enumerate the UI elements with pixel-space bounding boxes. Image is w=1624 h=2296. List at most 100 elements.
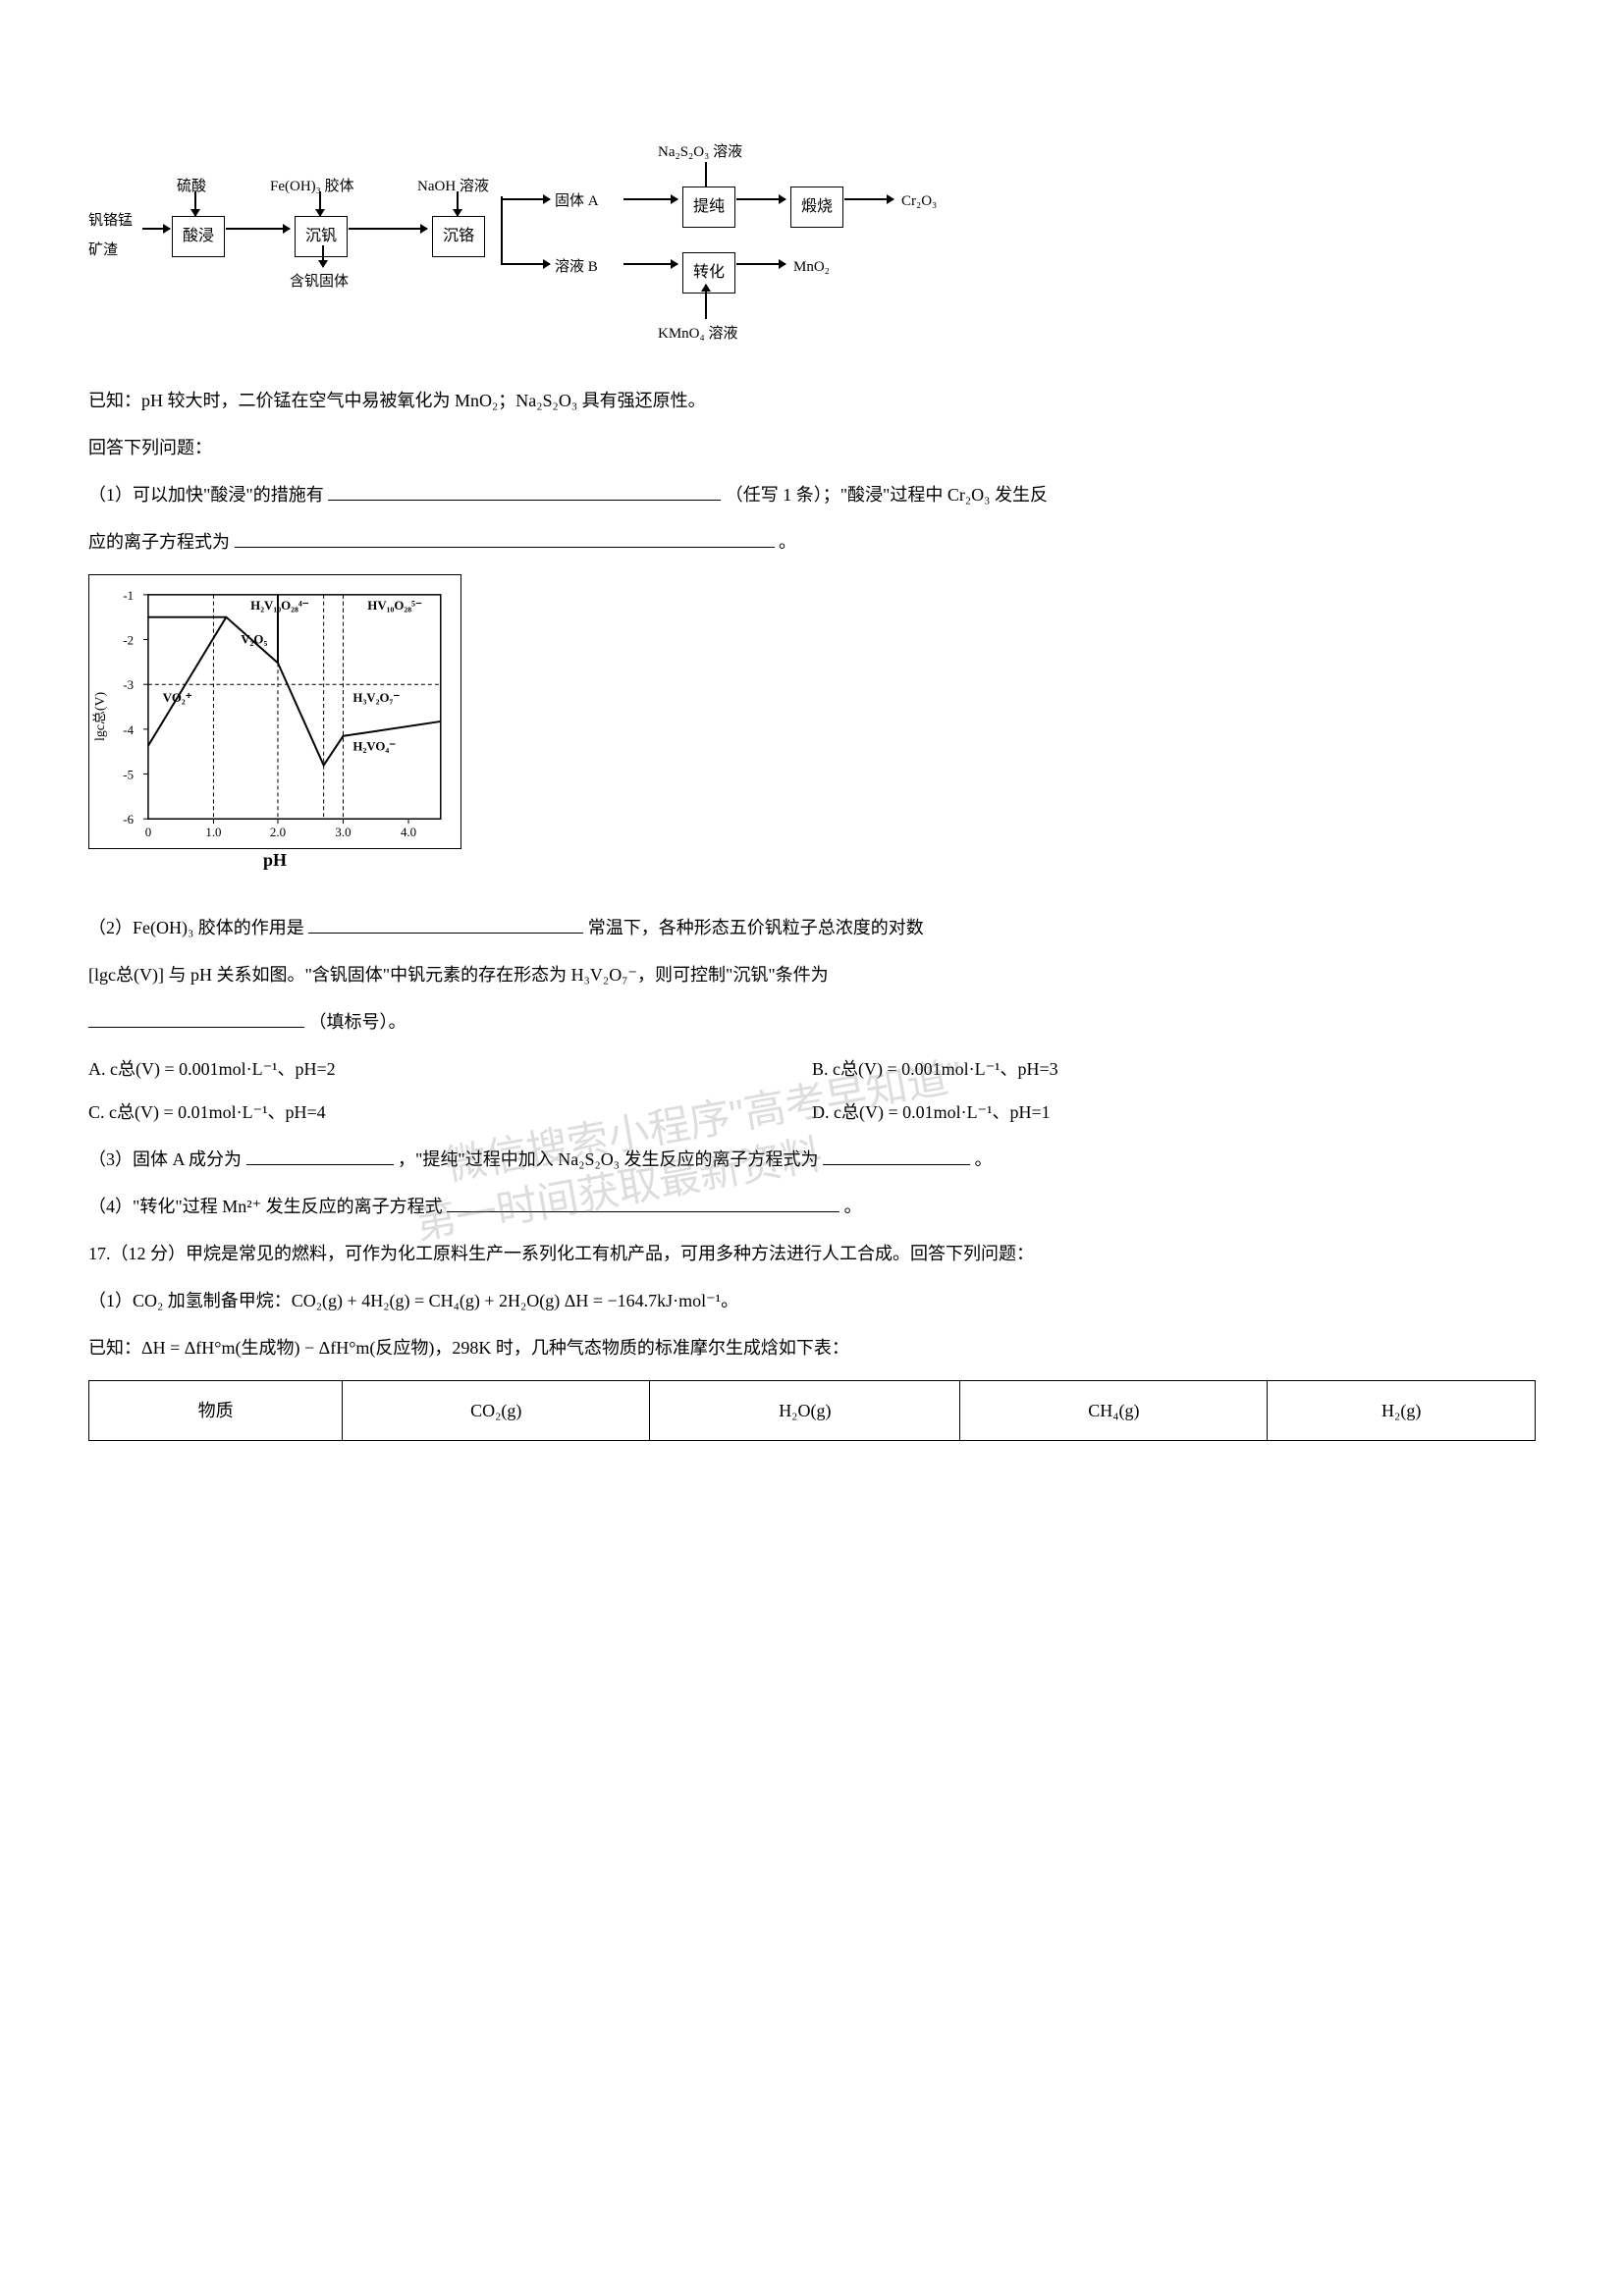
q2-text-1: （2）Fe(OH)₃ 胶体的作用是 [88, 918, 304, 937]
table-col-3: CH₄(g) [960, 1381, 1268, 1441]
question-17-1: （1）CO₂ 加氢制备甲烷：CO₂(g) + 4H₂(g) = CH₄(g) +… [88, 1283, 1536, 1318]
options-block: A. c总(V) = 0.001mol·L⁻¹、pH=2 B. c总(V) = … [88, 1051, 1536, 1130]
flow-split-line [501, 196, 503, 265]
region-h3v2o7: H₃V₂O₇⁻ [352, 691, 400, 705]
enthalpy-table: 物质 CO₂(g) H₂O(g) CH₄(g) H₂(g) [88, 1380, 1536, 1441]
region-vo2: VO₂⁺ [163, 691, 192, 705]
xtick-0: 0 [145, 826, 151, 839]
question-3: （3）固体 A 成分为 ，"提纯"过程中加入 Na₂S₂O₃ 发生反应的离子方程… [88, 1142, 1536, 1177]
ytick-3: -3 [123, 678, 134, 692]
flow-arrow-v1 [194, 191, 196, 216]
region-h2v10o28: H₂V₁₀O₂₈⁴⁻ [250, 599, 309, 613]
region-v2o5: V₂O₅ [241, 633, 267, 647]
table-col-4: H₂(g) [1268, 1381, 1536, 1441]
question-2: （2）Fe(OH)₃ 胶体的作用是 常温下，各种形态五价钒粒子总浓度的对数 [88, 910, 1536, 945]
flow-arrow-h4a [501, 198, 550, 200]
flow-box-precip-v: 沉钒 [295, 216, 348, 257]
q1-text-3: 应的离子方程式为 [88, 532, 230, 552]
flow-box-calcine: 煅烧 [790, 187, 843, 228]
option-row-1: A. c总(V) = 0.001mol·L⁻¹、pH=2 B. c总(V) = … [88, 1051, 1536, 1087]
q3-text-2: ，"提纯"过程中加入 Na₂S₂O₃ 发生反应的离子方程式为 [398, 1149, 819, 1169]
flow-output-mno2: MnO₂ [793, 252, 830, 282]
flow-label-vsolid: 含钒固体 [290, 267, 349, 296]
q2-text-3: [lgc总(V)] 与 pH 关系如图。"含钒固体"中钒元素的存在形态为 H₃V… [88, 965, 829, 985]
flow-arrow-v3 [457, 191, 459, 216]
flow-box-precip-cr: 沉铬 [432, 216, 485, 257]
question-2-line2: [lgc总(V)] 与 pH 关系如图。"含钒固体"中钒元素的存在形态为 H₃V… [88, 957, 1536, 992]
table-header-row: 物质 CO₂(g) H₂O(g) CH₄(g) H₂(g) [89, 1381, 1536, 1441]
q1-text-1: （1）可以加快"酸浸"的措施有 [88, 485, 324, 505]
q3-blank-2 [823, 1146, 970, 1165]
flow-arrow-h7 [844, 198, 893, 200]
q1-blank-2 [235, 528, 775, 548]
region-hv10o28: HV₁₀O₂₈⁵⁻ [367, 599, 422, 613]
flow-label-kmno4: KMnO₄ 溶液 [658, 319, 737, 348]
q4-text-1: （4）"转化"过程 Mn²⁺ 发生反应的离子方程式 [88, 1197, 443, 1216]
ytick-2: -2 [123, 633, 134, 647]
option-A: A. c总(V) = 0.001mol·L⁻¹、pH=2 [88, 1051, 812, 1087]
q1-text-2: （任写 1 条）；"酸浸"过程中 Cr₂O₃ 发生反 [726, 485, 1048, 505]
flow-box-purify: 提纯 [682, 187, 735, 228]
question-1-line2: 应的离子方程式为 。 [88, 524, 1536, 560]
q1-period: 。 [779, 532, 796, 552]
xtick-3: 3.0 [335, 826, 351, 839]
table-col-1: CO₂(g) [343, 1381, 650, 1441]
table-col-2: H₂O(g) [650, 1381, 960, 1441]
page-content: Na₂S₂O₃ 溶液 硫酸 Fe(OH)₃ 胶体 NaOH 溶液 钒铬锰 矿渣 … [88, 137, 1536, 1441]
flow-arrow-h6 [736, 198, 785, 200]
flow-arrow-h2 [226, 228, 290, 230]
given-info: 已知：pH 较大时，二价锰在空气中易被氧化为 MnO₂；Na₂S₂O₃ 具有强还… [88, 383, 1536, 418]
flow-arrow-v2 [319, 191, 321, 216]
flow-arrow-h9 [736, 263, 785, 265]
question-17-intro: 17.（12 分）甲烷是常见的燃料，可作为化工原料生产一系列化工有机产品，可用多… [88, 1236, 1536, 1271]
flow-label-acid: 硫酸 [177, 172, 206, 201]
option-C: C. c总(V) = 0.01mol·L⁻¹、pH=4 [88, 1095, 812, 1130]
q1-blank-1 [328, 481, 721, 501]
phase-diagram-chart: -1 -2 -3 -4 -5 -6 0 1.0 2.0 3.0 4.0 [88, 574, 461, 849]
flow-input: 钒铬锰 矿渣 [88, 206, 133, 265]
ylabel: lgc总(V) [92, 692, 108, 742]
question-4: （4）"转化"过程 Mn²⁺ 发生反应的离子方程式 。 [88, 1189, 1536, 1224]
flow-arrow-h1 [142, 228, 170, 230]
ytick-1: -1 [123, 589, 134, 603]
flow-arrow-h4b [501, 263, 550, 265]
flow-top-reagent: Na₂S₂O₃ 溶液 [658, 137, 742, 167]
xtick-1: 1.0 [205, 826, 221, 839]
xtick-2: 2.0 [270, 826, 286, 839]
xtick-4: 4.0 [401, 826, 416, 839]
chart-svg: -1 -2 -3 -4 -5 -6 0 1.0 2.0 3.0 4.0 [89, 575, 460, 848]
q2-blank-1 [308, 914, 583, 934]
q2-blank-2 [88, 1008, 304, 1028]
q3-period: 。 [975, 1149, 993, 1169]
flow-output-cr2o3: Cr₂O₃ [901, 187, 937, 216]
ytick-6: -6 [123, 813, 134, 827]
question-1: （1）可以加快"酸浸"的措施有 （任写 1 条）；"酸浸"过程中 Cr₂O₃ 发… [88, 477, 1536, 512]
option-B: B. c总(V) = 0.001mol·L⁻¹、pH=3 [812, 1051, 1536, 1087]
option-D: D. c总(V) = 0.01mol·L⁻¹、pH=1 [812, 1095, 1536, 1130]
q2-text-2: 常温下，各种形态五价钒粒子总浓度的对数 [588, 918, 924, 937]
answer-prompt: 回答下列问题： [88, 430, 1536, 465]
q3-text-1: （3）固体 A 成分为 [88, 1149, 242, 1169]
question-17-given: 已知：ΔH = ΔfH°m(生成物) − ΔfH°m(反应物)，298K 时，几… [88, 1330, 1536, 1365]
flow-arrow-h3 [349, 228, 427, 230]
region-h2vo4: H₂VO₄⁻ [352, 740, 396, 754]
option-row-2: C. c总(V) = 0.01mol·L⁻¹、pH=4 D. c总(V) = 0… [88, 1095, 1536, 1130]
flow-box-acid-leach: 酸浸 [172, 216, 225, 257]
question-2-line3: （填标号）。 [88, 1004, 1536, 1040]
ytick-4: -4 [123, 723, 134, 737]
flow-arrow-h8 [623, 263, 677, 265]
q2-text-4: （填标号）。 [309, 1012, 406, 1032]
q3-blank-1 [246, 1146, 394, 1165]
q4-period: 。 [844, 1197, 862, 1216]
flow-arrow-v-vsolid [322, 245, 324, 267]
flow-arrow-v-kmno4 [705, 285, 707, 319]
table-col-0: 物质 [89, 1381, 343, 1441]
q4-blank-1 [447, 1193, 839, 1212]
flow-arrow-h5 [623, 198, 677, 200]
flow-label-solidA: 固体 A [555, 187, 599, 216]
flow-label-feoh3: Fe(OH)₃ 胶体 [270, 172, 354, 201]
flow-label-naoh: NaOH 溶液 [417, 172, 489, 201]
process-flowchart: Na₂S₂O₃ 溶液 硫酸 Fe(OH)₃ 胶体 NaOH 溶液 钒铬锰 矿渣 … [88, 137, 1536, 353]
ytick-5: -5 [123, 769, 134, 782]
flow-label-solB: 溶液 B [555, 252, 598, 282]
